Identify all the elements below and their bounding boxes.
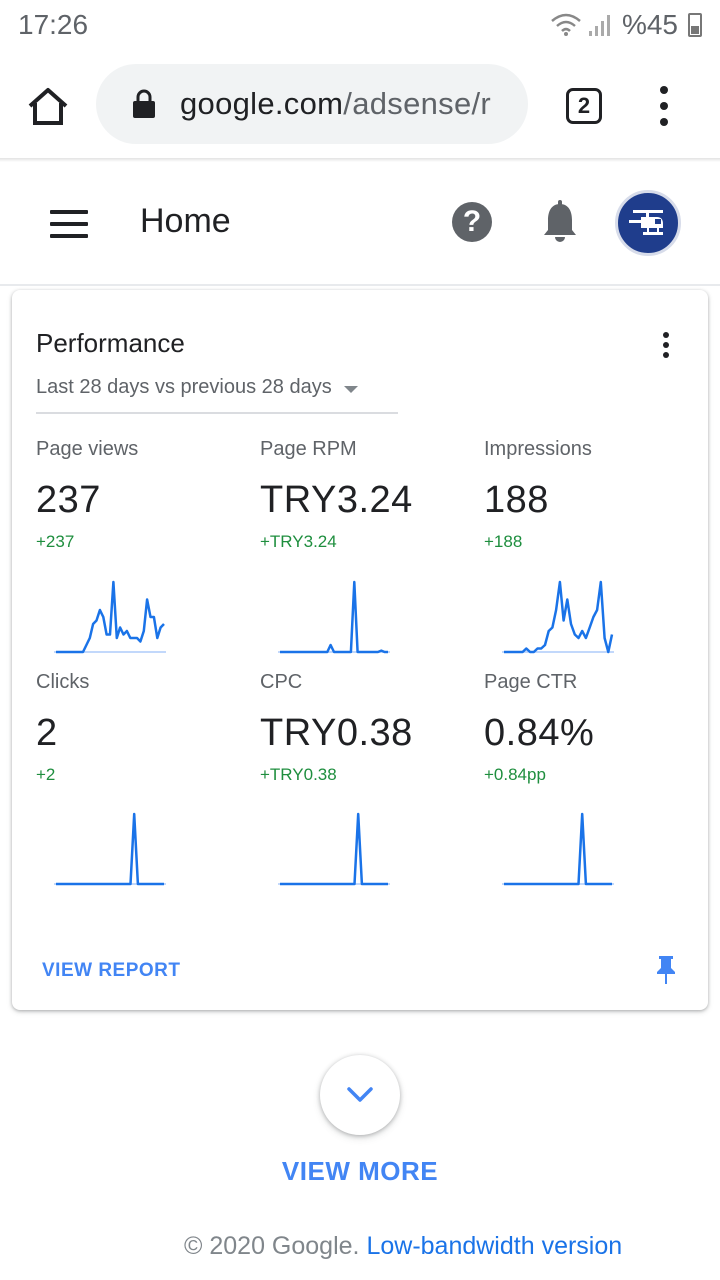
notifications-icon[interactable] bbox=[540, 200, 580, 244]
helicopter-icon bbox=[629, 210, 663, 235]
metric-change: +TRY0.38 bbox=[260, 765, 337, 784]
status-icons bbox=[550, 13, 612, 37]
sparkline-series bbox=[280, 812, 388, 886]
metric-label: Impressions bbox=[484, 438, 592, 460]
sparkline-series bbox=[504, 580, 614, 654]
metric-value: 2 bbox=[36, 712, 58, 754]
sparkline-page-views bbox=[54, 580, 166, 654]
sparkline-page-rpm bbox=[278, 580, 390, 654]
tabs-button[interactable]: 2 bbox=[566, 88, 602, 124]
card-title: Performance bbox=[36, 328, 185, 358]
card-more-icon[interactable] bbox=[662, 332, 670, 358]
metric-change: +237 bbox=[36, 532, 75, 551]
metric-page-views[interactable]: Page views 237 +237 bbox=[36, 438, 246, 552]
chevron-down-icon bbox=[347, 1087, 373, 1102]
more-vert-icon[interactable] bbox=[656, 86, 672, 126]
footer: © 2020 Google. Low-bandwidth version bbox=[184, 1232, 622, 1261]
metric-clicks[interactable]: Clicks 2 +2 bbox=[36, 671, 246, 785]
sparkline-series bbox=[56, 812, 164, 886]
metric-label: Page RPM bbox=[260, 438, 357, 460]
view-report-link[interactable]: VIEW REPORT bbox=[42, 960, 181, 981]
metric-value: 237 bbox=[36, 479, 101, 521]
metric-value: TRY0.38 bbox=[260, 712, 413, 754]
metric-value: 188 bbox=[484, 479, 549, 521]
metric-page-rpm[interactable]: Page RPM TRY3.24 +TRY3.24 bbox=[260, 438, 470, 552]
pin-icon[interactable] bbox=[654, 954, 678, 986]
account-avatar[interactable] bbox=[615, 190, 681, 256]
metric-change: +0.84pp bbox=[484, 765, 546, 784]
help-icon[interactable]: ? bbox=[452, 202, 492, 242]
sparkline-impressions bbox=[502, 580, 614, 654]
expand-more-button[interactable] bbox=[320, 1055, 400, 1135]
app-header: Home ? bbox=[0, 162, 720, 284]
tab-count: 2 bbox=[577, 93, 591, 118]
browser-divider bbox=[0, 158, 720, 162]
sparkline-cpc bbox=[278, 812, 390, 886]
metric-change: +2 bbox=[36, 765, 56, 784]
status-time: 17:26 bbox=[18, 9, 89, 40]
date-range-select[interactable]: Last 28 days vs previous 28 days bbox=[36, 376, 398, 414]
battery-percent: %45 bbox=[621, 9, 678, 40]
url-text: google.com/adsense/r bbox=[180, 86, 491, 122]
lock-icon bbox=[133, 89, 155, 118]
metric-change: +188 bbox=[484, 532, 523, 551]
metric-label: Clicks bbox=[36, 671, 90, 693]
sparkline-clicks bbox=[54, 812, 166, 886]
sparkline-series bbox=[504, 812, 612, 886]
header-divider bbox=[0, 284, 720, 286]
metric-impressions[interactable]: Impressions 188 +188 bbox=[484, 438, 694, 552]
browser-toolbar: google.com/adsense/r 2 bbox=[0, 50, 720, 160]
sparkline-series bbox=[280, 580, 388, 654]
signal-icon bbox=[588, 15, 610, 36]
battery-icon bbox=[688, 13, 702, 37]
sparkline-page-ctr bbox=[502, 812, 614, 886]
status-right: %45 bbox=[550, 9, 702, 41]
sparkline-series bbox=[56, 580, 165, 654]
view-more-link[interactable]: VIEW MORE bbox=[281, 1156, 439, 1186]
url-path: /adsense/r bbox=[343, 86, 492, 121]
metric-cpc[interactable]: CPC TRY0.38 +TRY0.38 bbox=[260, 671, 470, 785]
url-bar[interactable]: google.com/adsense/r bbox=[96, 64, 528, 144]
metric-page-ctr[interactable]: Page CTR 0.84% +0.84pp bbox=[484, 671, 694, 785]
page-title: Home bbox=[140, 202, 231, 240]
footer-copyright: © 2020 Google. bbox=[184, 1232, 360, 1260]
metric-label: CPC bbox=[260, 671, 303, 693]
dropdown-arrow-icon bbox=[343, 386, 358, 393]
status-bar: 17:26 %45 bbox=[0, 0, 720, 50]
date-range-text: Last 28 days vs previous 28 days bbox=[36, 376, 332, 398]
home-icon[interactable] bbox=[26, 86, 70, 126]
metric-label: Page views bbox=[36, 438, 139, 460]
low-bandwidth-link[interactable]: Low-bandwidth version bbox=[366, 1232, 623, 1260]
menu-icon[interactable] bbox=[50, 210, 88, 238]
metric-value: TRY3.24 bbox=[260, 479, 413, 521]
metric-label: Page CTR bbox=[484, 671, 578, 693]
url-domain: google.com bbox=[180, 86, 344, 121]
metric-value: 0.84% bbox=[484, 712, 595, 754]
wifi-icon bbox=[551, 13, 581, 36]
metric-change: +TRY3.24 bbox=[260, 532, 337, 551]
performance-card: Performance Last 28 days vs previous 28 … bbox=[12, 290, 708, 1010]
